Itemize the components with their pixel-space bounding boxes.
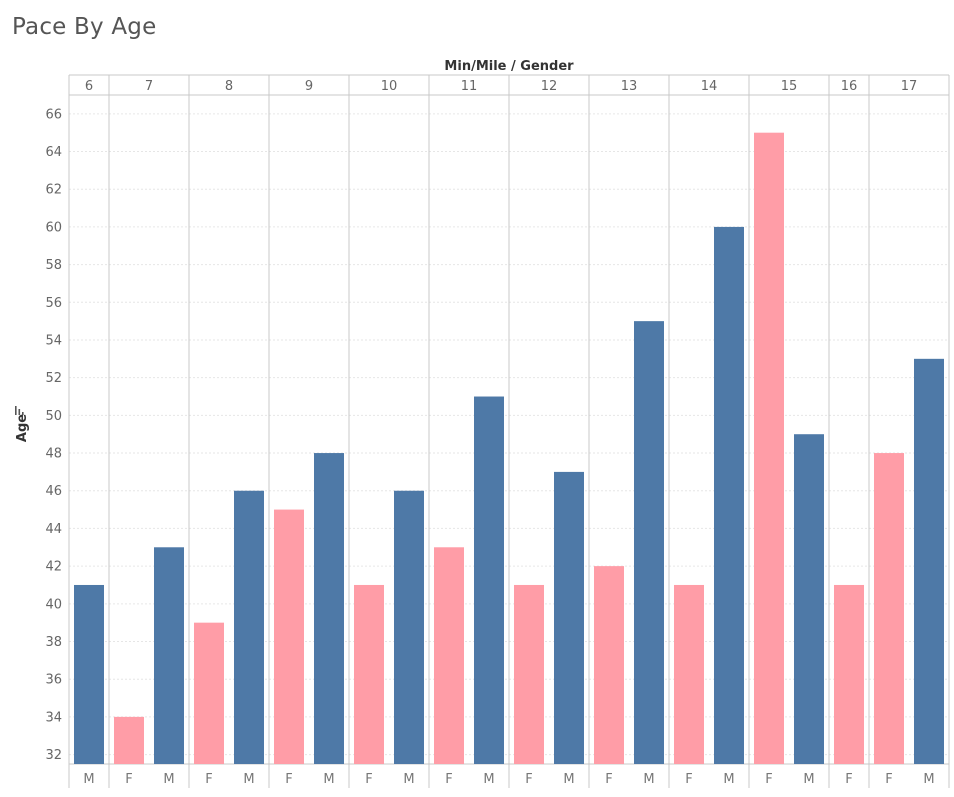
bar-pace-15-f[interactable] [754, 132, 784, 765]
y-tick-label: 48 [45, 447, 62, 462]
pace-header-label: 14 [701, 79, 718, 94]
bar-pace-7-m[interactable] [154, 547, 184, 764]
pace-header-label: 13 [621, 79, 638, 94]
pace-header-label: 10 [381, 79, 398, 94]
bar-pace-7-f[interactable] [114, 716, 144, 764]
gender-label: F [605, 772, 612, 787]
gender-label: F [365, 772, 372, 787]
y-tick-label: 38 [45, 635, 62, 650]
gender-label: M [483, 772, 494, 787]
bar-pace-16-f[interactable] [834, 584, 864, 764]
y-tick-label: 34 [45, 710, 62, 725]
y-tick-label: 40 [45, 597, 62, 612]
bar-pace-14-f[interactable] [674, 584, 704, 764]
bar-pace-11-m[interactable] [474, 396, 504, 764]
bar-pace-10-f[interactable] [354, 584, 384, 764]
y-tick-label: 44 [45, 522, 62, 537]
bar-pace-17-f[interactable] [874, 453, 904, 764]
pace-header-label: 7 [145, 79, 153, 94]
gender-label: F [845, 772, 852, 787]
y-tick-label: 36 [45, 673, 62, 688]
y-tick-label: 66 [45, 107, 62, 122]
bar-pace-11-f[interactable] [434, 547, 464, 764]
gender-label: M [243, 772, 254, 787]
bar-pace-13-f[interactable] [594, 566, 624, 764]
y-tick-label: 58 [45, 258, 62, 273]
bar-pace-15-m[interactable] [794, 434, 824, 764]
pace-header-label: 16 [841, 79, 858, 94]
gender-label: F [765, 772, 772, 787]
page-title: Pace By Age [12, 14, 157, 40]
gender-label: F [285, 772, 292, 787]
y-tick-label: 32 [45, 748, 62, 763]
y-tick-label: 56 [45, 296, 62, 311]
gender-label: F [445, 772, 452, 787]
y-axis-title: Age [15, 414, 30, 442]
y-tick-label: 64 [45, 145, 62, 160]
bar-pace-12-m[interactable] [554, 471, 584, 764]
pace-header-label: 8 [225, 79, 233, 94]
pace-header-label: 17 [901, 79, 918, 94]
pace-header-label: 12 [541, 79, 558, 94]
gender-label: F [525, 772, 532, 787]
bar-pace-12-f[interactable] [514, 584, 544, 764]
gender-label: M [83, 772, 94, 787]
gender-label: M [563, 772, 574, 787]
y-tick-label: 62 [45, 183, 62, 198]
gender-label: M [723, 772, 734, 787]
bar-pace-10-m[interactable] [394, 490, 424, 764]
y-tick-label: 54 [45, 333, 62, 348]
y-tick-label: 46 [45, 484, 62, 499]
gender-label: M [643, 772, 654, 787]
bar-pace-8-m[interactable] [234, 490, 264, 764]
pace-header-label: 9 [305, 79, 313, 94]
gender-label: F [125, 772, 132, 787]
bar-pace-14-m[interactable] [714, 226, 744, 764]
gender-label: M [403, 772, 414, 787]
y-tick-label: 50 [45, 409, 62, 424]
bar-pace-8-f[interactable] [194, 622, 224, 764]
column-header-title: Min/Mile / Gender [444, 59, 574, 74]
sort-indicator-icon[interactable] [15, 406, 24, 415]
gender-label: F [205, 772, 212, 787]
gender-label: M [923, 772, 934, 787]
pace-header-label: 6 [85, 79, 93, 94]
bar-pace-9-m[interactable] [314, 453, 344, 764]
bar-pace-13-m[interactable] [634, 321, 664, 764]
bar-pace-6-m[interactable] [74, 584, 104, 764]
gender-label: F [885, 772, 892, 787]
pace-header-label: 11 [461, 79, 478, 94]
gender-label: M [163, 772, 174, 787]
bar-pace-9-f[interactable] [274, 509, 304, 764]
y-tick-label: 42 [45, 560, 62, 575]
gender-label: M [323, 772, 334, 787]
gender-label: M [803, 772, 814, 787]
y-tick-label: 52 [45, 371, 62, 386]
gender-label: F [685, 772, 692, 787]
y-tick-label: 60 [45, 220, 62, 235]
pace-header-label: 15 [781, 79, 798, 94]
bar-pace-17-m[interactable] [914, 358, 944, 764]
